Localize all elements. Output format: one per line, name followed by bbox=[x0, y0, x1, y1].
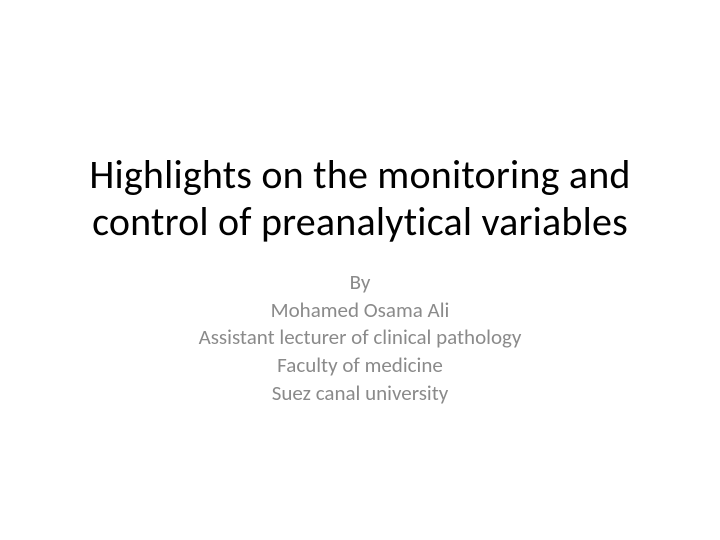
slide-container: Highlights on the monitoring and control… bbox=[0, 0, 720, 540]
subtitle-line: Mohamed Osama Ali bbox=[199, 297, 522, 325]
slide-subtitle: By Mohamed Osama Ali Assistant lecturer … bbox=[199, 269, 522, 408]
subtitle-line: Suez canal university bbox=[199, 380, 522, 408]
subtitle-line: Faculty of medicine bbox=[199, 352, 522, 380]
subtitle-line: Assistant lecturer of clinical pathology bbox=[199, 324, 522, 352]
slide-title: Highlights on the monitoring and control… bbox=[48, 151, 672, 245]
subtitle-line: By bbox=[199, 269, 522, 297]
